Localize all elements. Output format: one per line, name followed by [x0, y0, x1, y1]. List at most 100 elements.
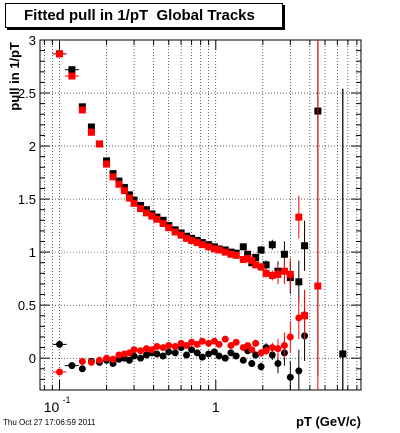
data-point-square	[95, 140, 103, 148]
data-point-square	[120, 187, 128, 195]
data-point-square	[193, 239, 201, 247]
data-point-square	[205, 243, 213, 251]
data-point-circle	[142, 351, 150, 359]
data-point-square	[103, 160, 111, 168]
x-tick-label: 1	[212, 399, 220, 415]
data-point-circle	[268, 351, 276, 359]
data-point-circle	[252, 351, 260, 359]
data-point-circle	[286, 373, 294, 381]
data-point-square	[232, 251, 240, 259]
data-point-circle	[115, 351, 123, 359]
data-point-circle	[109, 355, 117, 363]
data-point-square	[78, 106, 86, 114]
data-point-circle	[103, 354, 111, 362]
data-point-square	[177, 231, 185, 239]
data-point-square	[198, 241, 206, 249]
data-point-circle	[153, 350, 161, 358]
data-point-square	[188, 236, 196, 244]
y-tick-label: 0	[29, 351, 36, 366]
data-point-square	[68, 66, 76, 74]
data-point-square	[257, 246, 265, 254]
data-point-square	[148, 212, 156, 220]
tick-layer	[40, 39, 361, 391]
grid-layer	[40, 39, 361, 390]
data-point-circle	[215, 340, 223, 348]
x-axis-label: pT (GeV/c)	[296, 414, 361, 429]
data-point-square	[262, 261, 270, 269]
data-point-square	[130, 199, 138, 207]
data-point-circle	[227, 341, 235, 349]
data-point-circle	[188, 346, 196, 354]
data-point-circle	[125, 356, 133, 364]
timestamp-footer: Thu Oct 27 17:06:59 2011	[3, 418, 96, 427]
data-point-square	[262, 269, 270, 277]
data-point-circle	[286, 333, 294, 341]
data-point-square	[286, 270, 294, 278]
data-point-circle	[339, 350, 347, 358]
data-point-circle	[215, 352, 223, 360]
data-point-square	[268, 271, 276, 279]
data-point-circle	[95, 356, 103, 364]
data-point-circle	[280, 341, 288, 349]
data-point-square	[244, 254, 252, 262]
data-point-circle	[153, 343, 161, 351]
data-point-square	[280, 267, 288, 275]
data-point-circle	[274, 345, 282, 353]
data-point-square	[125, 194, 133, 202]
data-point-circle	[159, 344, 167, 352]
series-layer	[52, 40, 347, 390]
data-point-square	[56, 50, 64, 58]
data-point-circle	[274, 359, 282, 367]
data-point-square	[252, 261, 260, 269]
data-point-square	[142, 209, 150, 217]
data-point-square	[301, 242, 309, 250]
data-point-square	[68, 72, 76, 80]
data-point-square	[171, 228, 179, 236]
y-tick-label: 0.5	[18, 298, 36, 313]
data-point-circle	[142, 345, 150, 353]
data-point-square	[87, 123, 95, 131]
data-point-circle	[56, 340, 64, 348]
y-tick-label: 2	[29, 139, 36, 154]
data-point-circle	[188, 338, 196, 346]
data-point-square	[257, 263, 265, 271]
data-point-circle	[227, 349, 235, 357]
data-point-circle	[301, 311, 309, 319]
data-point-circle	[137, 354, 145, 362]
data-point-circle	[268, 344, 276, 352]
data-point-square	[295, 278, 303, 286]
data-point-square	[227, 250, 235, 258]
data-point-circle	[165, 341, 173, 349]
data-point-circle	[210, 348, 218, 356]
data-point-circle	[232, 338, 240, 346]
data-point-circle	[205, 350, 213, 358]
data-point-circle	[137, 347, 145, 355]
data-point-circle	[78, 357, 86, 365]
data-point-circle	[198, 353, 206, 361]
data-point-circle	[87, 358, 95, 366]
data-point-square	[153, 215, 161, 223]
data-point-circle	[130, 346, 138, 354]
data-point-square	[252, 253, 260, 261]
data-point-circle	[221, 354, 229, 362]
data-point-circle	[239, 356, 247, 364]
series-1	[52, 40, 322, 390]
data-point-circle	[248, 346, 256, 354]
data-point-square	[239, 243, 247, 251]
data-point-circle	[177, 339, 185, 347]
data-point-square	[244, 250, 252, 258]
data-point-circle	[68, 362, 76, 370]
data-point-circle	[248, 359, 256, 367]
data-point-circle	[78, 365, 86, 373]
data-point-circle	[183, 341, 191, 349]
y-tick-label: 1	[29, 245, 36, 260]
data-point-circle	[183, 351, 191, 359]
data-point-square	[87, 128, 95, 136]
data-point-circle	[252, 339, 260, 347]
data-point-square	[109, 173, 117, 181]
y-tick-label: 1.5	[18, 192, 36, 207]
chart-title-box: Fitted pull in 1/pT Global Tracks	[5, 3, 283, 28]
chart-title: Fitted pull in 1/pT Global Tracks	[24, 7, 255, 24]
data-point-square	[274, 270, 282, 278]
